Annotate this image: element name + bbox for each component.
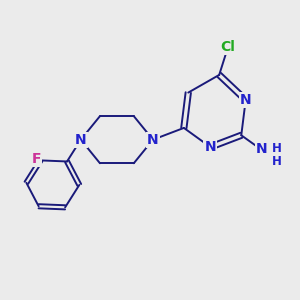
Text: F: F <box>32 152 41 166</box>
Text: N: N <box>256 142 268 155</box>
Text: Cl: Cl <box>220 40 236 54</box>
Text: N: N <box>205 140 216 154</box>
Text: H: H <box>272 155 282 168</box>
Text: N: N <box>240 93 251 107</box>
Text: N: N <box>147 133 159 147</box>
Text: H: H <box>272 142 282 155</box>
Text: N: N <box>75 133 87 147</box>
